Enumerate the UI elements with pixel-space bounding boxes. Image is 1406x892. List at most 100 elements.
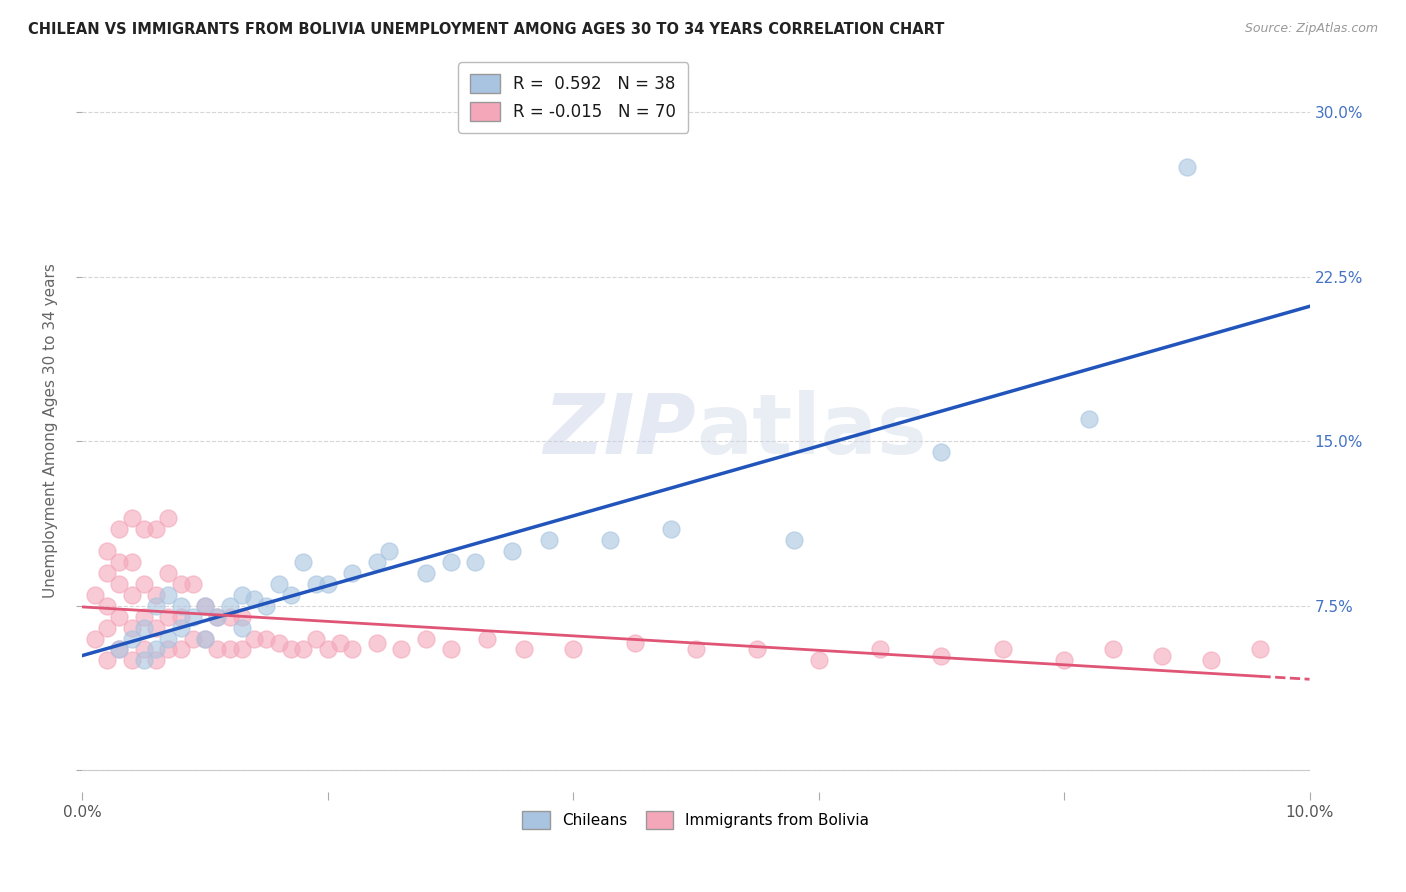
Point	[132, 642, 155, 657]
Point	[1102, 642, 1125, 657]
Point	[181, 632, 204, 646]
Point	[157, 642, 180, 657]
Point	[169, 599, 191, 613]
Text: Source: ZipAtlas.com: Source: ZipAtlas.com	[1244, 22, 1378, 36]
Point	[181, 576, 204, 591]
Point	[280, 642, 302, 657]
Point	[783, 533, 806, 547]
Point	[145, 588, 167, 602]
Text: CHILEAN VS IMMIGRANTS FROM BOLIVIA UNEMPLOYMENT AMONG AGES 30 TO 34 YEARS CORREL: CHILEAN VS IMMIGRANTS FROM BOLIVIA UNEMP…	[28, 22, 945, 37]
Point	[931, 445, 953, 459]
Point	[1201, 653, 1223, 667]
Point	[157, 609, 180, 624]
Point	[194, 632, 217, 646]
Point	[231, 621, 253, 635]
Point	[121, 588, 143, 602]
Point	[194, 632, 217, 646]
Point	[931, 648, 953, 663]
Point	[366, 636, 388, 650]
Point	[157, 588, 180, 602]
Point	[378, 544, 401, 558]
Legend: Chileans, Immigrants from Bolivia: Chileans, Immigrants from Bolivia	[516, 805, 876, 835]
Point	[157, 566, 180, 580]
Point	[108, 522, 131, 536]
Point	[169, 642, 191, 657]
Point	[83, 588, 105, 602]
Point	[108, 642, 131, 657]
Point	[181, 609, 204, 624]
Point	[231, 642, 253, 657]
Point	[108, 642, 131, 657]
Y-axis label: Unemployment Among Ages 30 to 34 years: Unemployment Among Ages 30 to 34 years	[44, 263, 58, 598]
Point	[96, 599, 118, 613]
Point	[169, 576, 191, 591]
Text: ZIP: ZIP	[543, 390, 696, 471]
Point	[513, 642, 536, 657]
Point	[96, 653, 118, 667]
Point	[132, 621, 155, 635]
Point	[169, 609, 191, 624]
Point	[366, 555, 388, 569]
Point	[342, 642, 364, 657]
Point	[415, 632, 437, 646]
Point	[267, 576, 290, 591]
Point	[1077, 412, 1099, 426]
Point	[292, 555, 315, 569]
Point	[157, 511, 180, 525]
Point	[145, 653, 167, 667]
Point	[329, 636, 352, 650]
Point	[537, 533, 560, 547]
Point	[439, 555, 461, 569]
Point	[108, 576, 131, 591]
Point	[96, 544, 118, 558]
Point	[169, 621, 191, 635]
Point	[108, 555, 131, 569]
Point	[108, 609, 131, 624]
Point	[342, 566, 364, 580]
Point	[121, 511, 143, 525]
Point	[316, 642, 339, 657]
Point	[243, 632, 266, 646]
Point	[218, 642, 240, 657]
Point	[132, 576, 155, 591]
Point	[96, 621, 118, 635]
Point	[121, 653, 143, 667]
Point	[145, 599, 167, 613]
Point	[145, 621, 167, 635]
Point	[194, 599, 217, 613]
Point	[477, 632, 499, 646]
Point	[132, 609, 155, 624]
Point	[218, 599, 240, 613]
Point	[157, 632, 180, 646]
Point	[304, 576, 326, 591]
Point	[145, 642, 167, 657]
Point	[256, 599, 278, 613]
Point	[1175, 160, 1198, 174]
Point	[231, 609, 253, 624]
Point	[807, 653, 830, 667]
Point	[231, 588, 253, 602]
Point	[145, 522, 167, 536]
Point	[316, 576, 339, 591]
Point	[1152, 648, 1174, 663]
Point	[991, 642, 1014, 657]
Point	[747, 642, 769, 657]
Point	[218, 609, 240, 624]
Point	[464, 555, 486, 569]
Point	[121, 621, 143, 635]
Point	[685, 642, 707, 657]
Point	[121, 555, 143, 569]
Text: atlas: atlas	[696, 390, 927, 471]
Point	[439, 642, 461, 657]
Point	[562, 642, 585, 657]
Point	[207, 609, 229, 624]
Point	[304, 632, 326, 646]
Point	[661, 522, 683, 536]
Point	[391, 642, 413, 657]
Point	[501, 544, 523, 558]
Point	[599, 533, 621, 547]
Point	[96, 566, 118, 580]
Point	[256, 632, 278, 646]
Point	[121, 632, 143, 646]
Point	[267, 636, 290, 650]
